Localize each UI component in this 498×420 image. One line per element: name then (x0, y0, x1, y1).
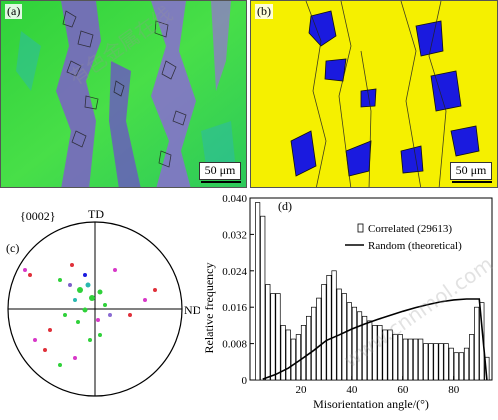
histogram-bar (306, 315, 312, 381)
scale-bar-b (452, 181, 492, 183)
histogram-bar (351, 306, 358, 381)
histogram-bar (265, 284, 271, 381)
x-tick-label: 40 (346, 384, 358, 396)
histogram-bar (311, 306, 317, 381)
misorientation-chart: (d) Misorientation angle/(°) Relative fr… (202, 193, 493, 411)
histogram-bar (438, 343, 444, 381)
histogram-bar (387, 329, 393, 381)
histogram-bar (367, 320, 373, 381)
histogram-bar (382, 329, 388, 381)
panel-b-label: (b) (255, 4, 273, 19)
pole-figure-panel: (c) {0002} TD ND (0, 190, 202, 415)
histogram-bar (280, 325, 286, 381)
grain-map-graphic (251, 1, 497, 187)
histogram-bar (377, 325, 383, 381)
ebsd-orientation-map: (a) 50 μm (0, 0, 247, 188)
scale-bar-label-b: 50 μm (450, 162, 492, 180)
histogram-bar (300, 325, 307, 381)
legend-correlated-swatch (357, 223, 364, 233)
x-tick-label: 20 (295, 384, 307, 396)
histogram-bar (321, 284, 327, 381)
panel-a-label: (a) (5, 4, 23, 19)
histogram-bar (295, 334, 301, 381)
scale-bar-label-a: 50 μm (199, 162, 241, 180)
histogram-bar (346, 302, 352, 381)
histogram-bar (463, 347, 470, 381)
x-axis-label: Misorientation angle/(°) (313, 397, 429, 411)
histogram-bar (402, 338, 408, 381)
histogram-bar (275, 293, 281, 381)
histogram-bar (443, 343, 449, 381)
y-tick-label: 0.008 (222, 339, 247, 351)
pole-figure-points (23, 263, 157, 367)
histogram-bar (326, 274, 332, 381)
histogram-bar (260, 215, 266, 381)
y-tick-label: 0.024 (222, 266, 247, 278)
histogram-bar (290, 338, 296, 381)
panel-c-label: (c) (6, 241, 19, 255)
histogram-bar (331, 270, 337, 381)
misorientation-chart-panel: (d) Misorientation angle/(°) Relative fr… (200, 190, 498, 415)
histogram-bar (255, 202, 261, 381)
x-tick-label: 60 (397, 384, 409, 396)
histogram-bar (413, 338, 419, 381)
histogram-bar (341, 293, 347, 381)
legend-correlated-label: Correlated (29613) (368, 223, 452, 235)
y-tick-label: 0 (242, 375, 248, 387)
histogram-bar (453, 352, 459, 381)
legend-random-label: Random (theoretical) (368, 240, 462, 252)
histogram-bar (458, 352, 465, 381)
histogram-bar (423, 343, 429, 381)
pole-family-label: {0002} (20, 209, 56, 223)
orientation-map-graphic (1, 1, 246, 187)
histogram-bar (285, 329, 291, 381)
histogram-bar (428, 343, 434, 381)
grain-boundary-map: (b) 50 μm (250, 0, 498, 188)
y-axis-label: Relative frequency (202, 263, 216, 354)
histogram-bar (397, 334, 403, 381)
histogram-bar (433, 343, 439, 381)
y-tick-label: 0.040 (222, 193, 247, 205)
chart-legend: Correlated (29613) Random (theoretical) (345, 223, 462, 252)
histogram-bar (270, 293, 276, 381)
panel-d-label: (d) (278, 199, 292, 213)
histogram-bar (448, 347, 454, 381)
y-tick-label: 0.016 (222, 302, 247, 314)
random-distribution-line (262, 298, 488, 381)
histogram-bar (392, 334, 398, 381)
histogram-bar (469, 334, 475, 381)
histogram-bar (418, 338, 424, 381)
histogram-bar (362, 315, 368, 381)
td-axis-label: TD (88, 207, 104, 221)
histogram-bar (407, 338, 414, 381)
histogram-bar (372, 325, 378, 381)
histogram-bar (474, 306, 480, 381)
x-tick-label: 80 (448, 384, 460, 396)
histogram-bar (316, 297, 322, 381)
nd-axis-label: ND (184, 303, 200, 317)
pole-figure: (c) {0002} TD ND (6, 207, 202, 397)
histogram-bar (356, 311, 363, 381)
scale-bar-a (201, 181, 241, 183)
y-tick-label: 0.032 (222, 229, 247, 241)
